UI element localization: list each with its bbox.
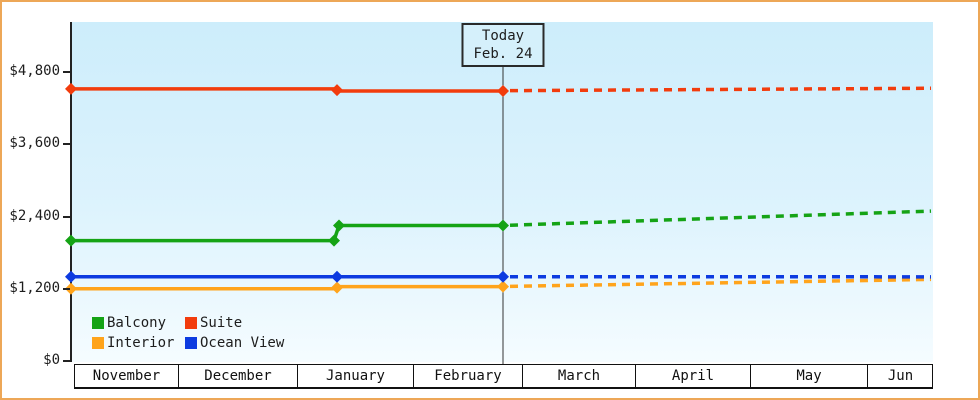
series-line-suite xyxy=(71,87,503,93)
data-point-marker xyxy=(328,234,340,247)
month-cell-february: February xyxy=(413,365,522,387)
data-point-marker xyxy=(333,219,345,232)
legend-swatch-icon xyxy=(92,317,104,329)
legend-item-interior: Interior xyxy=(92,335,185,351)
data-point-marker xyxy=(65,82,77,95)
legend-label: Interior xyxy=(107,335,175,351)
data-point-marker xyxy=(497,84,509,97)
legend-item-suite: Suite xyxy=(185,315,242,331)
data-point-marker xyxy=(65,282,77,295)
series-forecast-line-interior xyxy=(509,277,932,289)
legend-swatch-icon xyxy=(185,337,197,349)
data-point-marker xyxy=(331,84,343,97)
legend-item-ocean-view: Ocean View xyxy=(185,335,284,351)
y-axis-label: $4,800 xyxy=(9,63,60,79)
y-axis-tick xyxy=(63,360,70,362)
y-axis-label: $1,200 xyxy=(9,279,60,296)
y-axis-tick xyxy=(63,287,70,290)
legend-row: Balcony Suite xyxy=(92,313,284,333)
month-cell-december: December xyxy=(178,365,297,387)
data-point-marker xyxy=(497,219,509,232)
y-axis-label: $2,400 xyxy=(9,207,60,224)
legend-item-balcony: Balcony xyxy=(92,315,185,331)
today-date: Feb. 24 xyxy=(473,46,533,62)
legend: Balcony Suite Interior Ocean View xyxy=(92,313,284,353)
legend-row: Interior Ocean View xyxy=(92,333,284,353)
today-marker-box: Today Feb. 24 xyxy=(461,23,545,67)
data-point-marker xyxy=(331,270,343,283)
data-point-marker xyxy=(65,234,77,247)
y-axis-label: $0 xyxy=(43,352,60,368)
series-forecast-line-balcony xyxy=(509,209,932,227)
data-point-marker xyxy=(65,270,77,283)
month-cell-march: March xyxy=(522,365,635,387)
today-label: Today xyxy=(481,28,525,44)
y-axis-tick xyxy=(63,143,70,146)
series-line-interior xyxy=(71,284,503,291)
y-axis-tick xyxy=(63,215,70,218)
legend-label: Suite xyxy=(200,315,243,331)
data-point-marker xyxy=(497,280,509,293)
series-line-balcony xyxy=(71,223,503,243)
y-axis-tick xyxy=(63,71,70,73)
legend-label: Ocean View xyxy=(200,335,285,351)
series-forecast-line-suite xyxy=(509,86,932,93)
legend-swatch-icon xyxy=(92,337,104,349)
month-cell-january: January xyxy=(297,365,413,387)
data-point-marker xyxy=(497,270,509,283)
month-cell-may: May xyxy=(750,365,867,387)
data-point-marker xyxy=(331,281,343,294)
month-cell-jun: Jun xyxy=(867,365,932,387)
month-cell-april: April xyxy=(635,365,750,387)
legend-label: Balcony xyxy=(107,315,167,331)
month-cell-november: November xyxy=(74,365,178,387)
y-axis-label: $3,600 xyxy=(9,135,60,152)
x-axis-month-row: November December January February March Apri… xyxy=(74,364,933,389)
legend-swatch-icon xyxy=(185,317,197,329)
